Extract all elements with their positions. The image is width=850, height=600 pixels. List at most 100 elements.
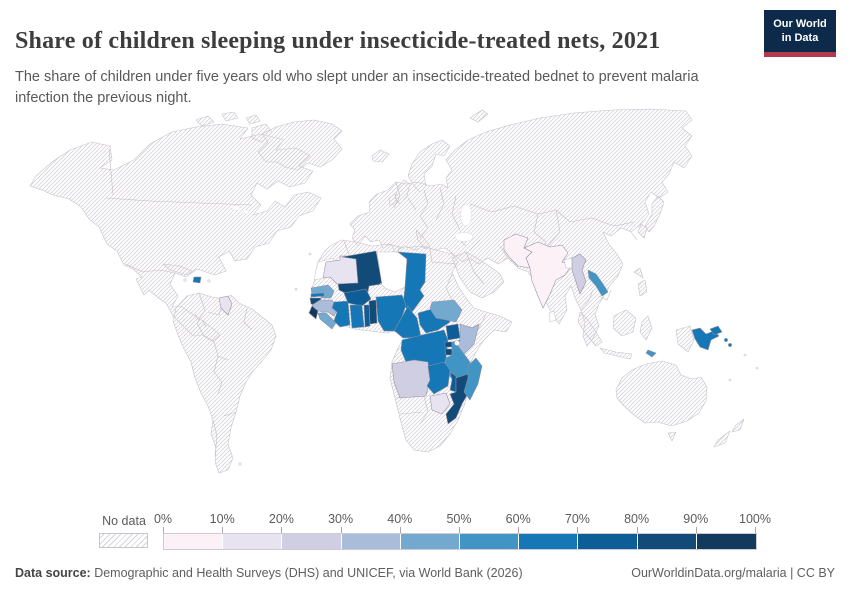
legend-bin-0-10%[interactable] bbox=[164, 534, 224, 549]
country-burkina-faso[interactable] bbox=[343, 288, 372, 307]
country-myanmar[interactable] bbox=[571, 253, 587, 295]
region-sumatra[interactable] bbox=[577, 311, 603, 347]
legend-tick-label: 60% bbox=[505, 512, 531, 526]
country-timor-leste[interactable] bbox=[645, 349, 657, 358]
legend-tick-label: 30% bbox=[328, 512, 354, 526]
legend-tick-label: 80% bbox=[624, 512, 650, 526]
legend-tick bbox=[518, 527, 520, 533]
country-uganda[interactable] bbox=[445, 323, 461, 341]
region-korea[interactable] bbox=[637, 223, 648, 239]
region-philippines[interactable] bbox=[633, 267, 648, 297]
legend-tick bbox=[163, 527, 164, 533]
no-data-swatch[interactable] bbox=[99, 533, 148, 548]
legend-tick bbox=[577, 527, 579, 533]
region-borneo[interactable] bbox=[612, 309, 637, 337]
legend-tick bbox=[695, 527, 697, 533]
country-ghana[interactable] bbox=[349, 304, 365, 329]
region-australia[interactable] bbox=[615, 360, 708, 427]
legend-bin-50-60%[interactable] bbox=[459, 534, 520, 549]
region-arctic-islands bbox=[195, 111, 273, 143]
country-madagascar[interactable] bbox=[463, 357, 483, 401]
region-cuba[interactable] bbox=[162, 263, 193, 276]
country-chad[interactable] bbox=[397, 251, 427, 313]
country-togo[interactable] bbox=[363, 304, 371, 328]
country-haiti[interactable] bbox=[192, 276, 202, 284]
region-south-america[interactable] bbox=[172, 292, 277, 474]
legend-tick bbox=[399, 527, 401, 533]
footer-link[interactable]: OurWorldinData.org/malaria | CC BY bbox=[631, 566, 835, 580]
region-tasmania[interactable] bbox=[667, 431, 677, 442]
country-sri-lanka[interactable] bbox=[548, 310, 557, 323]
region-west-new-guinea[interactable] bbox=[675, 325, 695, 353]
legend-tick-label: 70% bbox=[564, 512, 590, 526]
country-gambia[interactable] bbox=[310, 292, 325, 298]
no-data-label: No data bbox=[102, 514, 146, 528]
footer-source-label: Data source: bbox=[15, 566, 91, 580]
legend-bin-10-20%[interactable] bbox=[223, 534, 283, 549]
page-title: Share of children sleeping under insecti… bbox=[15, 28, 661, 55]
region-iceland[interactable] bbox=[371, 149, 390, 163]
country-kenya[interactable] bbox=[457, 323, 480, 355]
country-burundi[interactable] bbox=[444, 348, 453, 356]
country-liberia[interactable] bbox=[317, 312, 337, 330]
region-arabia[interactable] bbox=[451, 251, 505, 299]
region-north-america[interactable] bbox=[29, 123, 322, 342]
owid-logo-line2: in Data bbox=[781, 32, 819, 45]
region-sulawesi[interactable] bbox=[639, 315, 653, 341]
legend-tick bbox=[636, 527, 638, 533]
country-guyana[interactable] bbox=[218, 295, 233, 316]
region-greenland[interactable] bbox=[257, 119, 343, 171]
footer-source-text: Demographic and Health Surveys (DHS) and… bbox=[90, 566, 523, 580]
legend-color-bar bbox=[163, 533, 757, 550]
country-india[interactable] bbox=[523, 241, 573, 309]
country-papua-new-guinea[interactable] bbox=[691, 325, 723, 351]
country-south-sudan[interactable] bbox=[429, 299, 463, 323]
owid-logo-line1: Our World bbox=[773, 18, 827, 30]
legend-tick bbox=[459, 527, 460, 533]
data-countries bbox=[192, 233, 732, 425]
legend-bin-30-40%[interactable] bbox=[341, 534, 401, 549]
footer-source: Data source: Demographic and Health Surv… bbox=[15, 566, 523, 580]
legend-bin-60-70%[interactable] bbox=[519, 534, 579, 549]
region-scandinavia[interactable] bbox=[407, 139, 451, 193]
owid-logo[interactable]: Our World in Data bbox=[764, 10, 836, 57]
legend-tick-label: 50% bbox=[446, 512, 472, 526]
legend-tick-label: 40% bbox=[387, 512, 413, 526]
legend-tick-label: 20% bbox=[268, 512, 294, 526]
country-borders bbox=[105, 148, 638, 457]
legend-tick-label: 90% bbox=[683, 512, 709, 526]
region-italy[interactable] bbox=[415, 229, 431, 250]
legend-tick-label: 100% bbox=[739, 512, 771, 526]
legend-bin-40-50%[interactable] bbox=[400, 534, 460, 549]
region-java[interactable] bbox=[599, 347, 633, 360]
legend-bin-70-80%[interactable] bbox=[578, 534, 638, 549]
legend-tick bbox=[340, 527, 342, 533]
map-specks bbox=[183, 252, 759, 466]
country-zambia[interactable] bbox=[426, 361, 451, 395]
country-solomon-islands[interactable] bbox=[724, 338, 732, 347]
country-rwanda[interactable] bbox=[444, 341, 453, 348]
country-zimbabwe[interactable] bbox=[429, 392, 451, 415]
region-new-zealand[interactable] bbox=[713, 418, 745, 448]
country-cote-divoire[interactable] bbox=[331, 300, 351, 328]
legend-tick bbox=[281, 527, 283, 533]
water-bodies bbox=[231, 203, 474, 242]
country-malawi[interactable] bbox=[449, 371, 457, 393]
country-laos[interactable] bbox=[587, 269, 609, 297]
legend-bin-90-100%[interactable] bbox=[696, 534, 756, 549]
no-data-landmasses bbox=[29, 108, 745, 474]
region-japan[interactable] bbox=[644, 195, 665, 233]
country-benin[interactable] bbox=[368, 299, 378, 325]
legend-tick bbox=[222, 527, 224, 533]
country-sierra-leone[interactable] bbox=[308, 305, 319, 320]
country-angola[interactable] bbox=[391, 359, 431, 399]
legend-bin-80-90%[interactable] bbox=[637, 534, 697, 549]
region-novaya-zemlya bbox=[469, 109, 489, 123]
legend-bin-20-30%[interactable] bbox=[282, 534, 342, 549]
footer: Data source: Demographic and Health Surv… bbox=[15, 566, 835, 580]
legend-tick bbox=[755, 527, 756, 533]
